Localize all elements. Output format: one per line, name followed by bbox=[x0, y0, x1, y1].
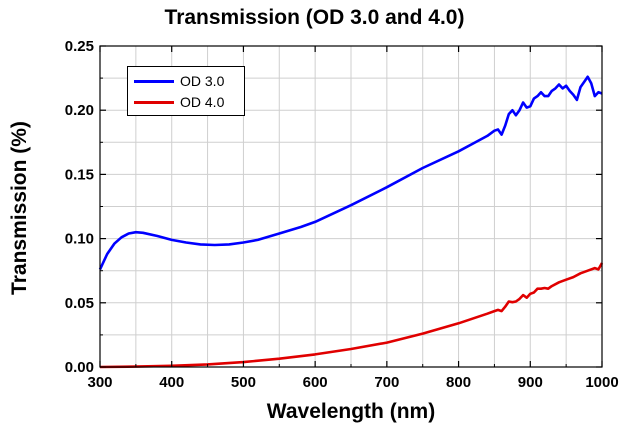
legend-item-od3: OD 3.0 bbox=[134, 72, 224, 90]
y-tick-label: 0.15 bbox=[65, 166, 94, 183]
x-tick-label: 500 bbox=[231, 374, 256, 391]
legend-label-od3: OD 3.0 bbox=[180, 73, 225, 89]
chart-title: Transmission (OD 3.0 and 4.0) bbox=[164, 6, 465, 29]
legend-swatch-od3 bbox=[134, 79, 174, 83]
x-tick-label: 700 bbox=[374, 374, 399, 391]
y-axis-label: Transmission (%) bbox=[8, 121, 31, 295]
legend-item-od4: OD 4.0 bbox=[134, 93, 224, 111]
y-tick-label: 0.20 bbox=[65, 102, 94, 119]
x-tick-label: 900 bbox=[518, 374, 543, 391]
series-line-od-3-0 bbox=[98, 75, 603, 270]
y-tick-label: 0.10 bbox=[65, 231, 94, 248]
y-tick-label: 0.05 bbox=[65, 295, 94, 312]
series-line-od-4-0 bbox=[99, 262, 604, 369]
series-layer bbox=[98, 75, 604, 369]
ticks-layer: 300 400 500 600 700 800 900 1000 0.00 0.05 0.10 0.1… bbox=[65, 38, 619, 391]
x-tick-label: 300 bbox=[87, 374, 112, 391]
legend-label-od4: OD 4.0 bbox=[180, 94, 225, 110]
x-tick-label: 400 bbox=[159, 374, 184, 391]
legend-swatch-od4 bbox=[134, 100, 174, 104]
legend: OD 3.0 OD 4.0 bbox=[127, 66, 245, 116]
y-tick-label: 0.25 bbox=[65, 38, 94, 55]
x-axis-label: Wavelength (nm) bbox=[266, 400, 436, 423]
x-tick-label: 600 bbox=[303, 374, 328, 391]
y-tick-label: 0.00 bbox=[65, 359, 94, 376]
x-tick-label: 1000 bbox=[585, 374, 618, 391]
x-tick-label: 800 bbox=[446, 374, 471, 391]
